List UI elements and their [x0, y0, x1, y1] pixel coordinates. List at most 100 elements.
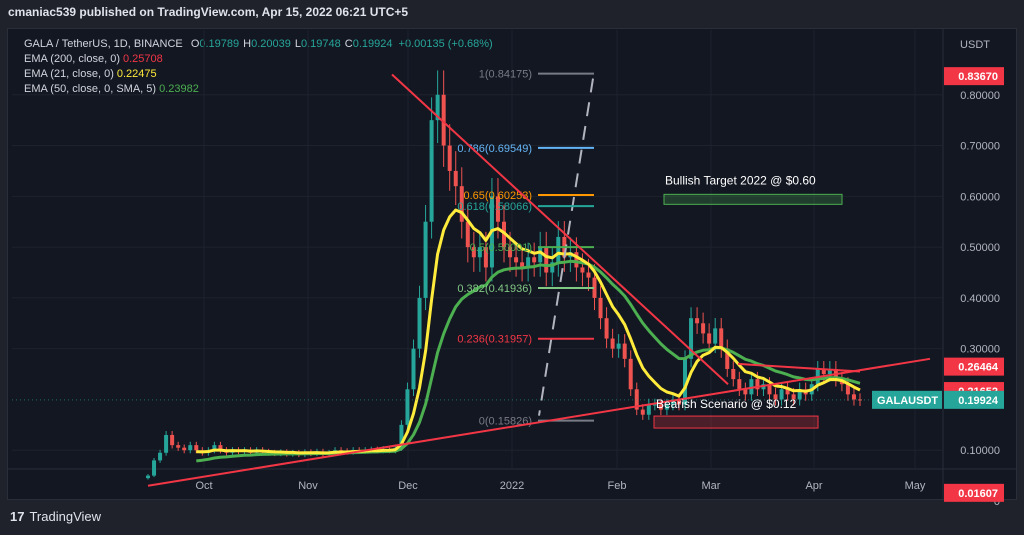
bearish-scenario-label: Bearish Scenario @ $0.12 [656, 397, 797, 411]
candle-body [544, 247, 549, 273]
indicator-ema21[interactable]: EMA (21, close, 0) 0.22475 [24, 67, 157, 82]
candle-body [749, 379, 754, 395]
candle-body [743, 389, 748, 395]
candle-body [670, 399, 675, 405]
y-tick-label: 0 [994, 496, 1000, 508]
price-marker [944, 483, 1004, 502]
candle-body [170, 434, 175, 446]
candle-body [520, 262, 525, 268]
candle-body [580, 267, 585, 273]
x-tick-label: Oct [195, 480, 212, 492]
ohlc-c: C0.19924 [344, 38, 393, 50]
fib-level-label: 0.618(0.58066) [457, 201, 532, 213]
candle-body [755, 379, 760, 390]
candle-body [405, 389, 410, 425]
price-marker [944, 390, 1004, 409]
candle-body [658, 404, 663, 410]
symbol-title: GALA / TetherUS, 1D, BINANCE [24, 38, 183, 50]
x-tick-label: Mar [702, 480, 721, 492]
y-tick-label: 0.70000 [960, 141, 1000, 153]
indicator-label: EMA (200, close, 0) [24, 53, 120, 65]
indicator-ema50[interactable]: EMA (50, close, 0, SMA, 5) 0.23982 [24, 82, 199, 97]
candle-body [146, 475, 150, 479]
candle-body [164, 434, 169, 453]
candle-body [713, 328, 718, 344]
y-tick-label: 0.30000 [960, 344, 1000, 356]
candle-body [471, 247, 476, 258]
x-tick-label: May [905, 480, 926, 492]
candle-body [514, 257, 519, 263]
candle-body [538, 247, 543, 263]
resistance-trendline [391, 73, 729, 385]
ohlc-o: O0.19789 [190, 38, 240, 50]
bullish-target-box [663, 193, 843, 205]
candle-body [652, 404, 657, 406]
indicator-label: EMA (50, close, 0, SMA, 5) [24, 83, 157, 95]
tradingview-logo-icon: 17 [10, 509, 25, 524]
candle-body [827, 368, 832, 375]
support-trendline [147, 357, 931, 487]
symbol-legend: GALA / TetherUS, 1D, BINANCE O0.19789 H0.… [24, 37, 493, 52]
candle-body [845, 384, 850, 395]
candle-body [683, 358, 688, 405]
indicator-ema200[interactable]: EMA (200, close, 0) 0.25708 [24, 52, 163, 67]
ohlc-l: L0.19748 [294, 38, 341, 50]
symbol-tag-label: GALAUSDT [877, 395, 938, 407]
symbol-tag [872, 390, 942, 409]
candle-body [785, 389, 790, 395]
candle-body [495, 196, 500, 222]
candle-body [821, 368, 826, 375]
bearish-scenario-box [653, 415, 819, 429]
candle-body [556, 236, 561, 263]
candle-body [188, 445, 193, 451]
y-tick-label: 0.50000 [960, 242, 1000, 254]
candle-body [731, 368, 736, 380]
ohlc-values: O0.19789 H0.20039 L0.19748 C0.19924 [186, 38, 393, 50]
x-tick-label: Feb [608, 480, 627, 492]
candle-body [767, 384, 772, 395]
candle-body [797, 389, 802, 400]
candle-body [477, 247, 482, 258]
candle-body [773, 394, 778, 400]
candle-body [435, 94, 440, 121]
y-tick-label: 0.40000 [960, 293, 1000, 305]
candle-body [152, 460, 157, 476]
candle-body [423, 221, 428, 298]
candle-body [526, 257, 531, 268]
candle-body [212, 445, 217, 451]
candle-body [664, 404, 669, 410]
footer: 17 TradingView [10, 509, 101, 524]
candle-body [411, 348, 416, 390]
candle-body [646, 404, 651, 415]
fib-level-label: 0.382(0.41936) [457, 283, 532, 295]
candle-body [483, 247, 488, 268]
candle-body [574, 252, 579, 268]
candle-body [695, 318, 700, 324]
candle-body [737, 379, 742, 390]
indicator-value: 0.22475 [116, 68, 157, 80]
candle-body [622, 343, 627, 359]
candle-body [689, 318, 694, 359]
candle-body [158, 452, 163, 461]
candle-body [851, 394, 856, 400]
candle-body [707, 333, 712, 344]
price-marker-label: 0.01607 [958, 488, 998, 500]
candle-body [429, 120, 434, 222]
candle-body [176, 445, 181, 448]
indicator-value: 0.25708 [123, 53, 163, 65]
x-tick-label: Dec [398, 480, 418, 492]
x-tick-label: 2022 [500, 480, 524, 492]
candle-body [598, 297, 603, 319]
candle-body [676, 399, 681, 405]
candle-body [447, 145, 452, 171]
candle-body [550, 262, 555, 273]
candle-body [610, 338, 615, 349]
y-tick-label: 0.80000 [960, 90, 1000, 102]
fib-level-label: 0.5(0.50001) [470, 242, 532, 254]
indicator-value: 0.23982 [159, 83, 199, 95]
candle-body [459, 186, 464, 222]
price-marker-label: 0.26464 [958, 362, 999, 374]
indicator-label: EMA (21, close, 0) [24, 68, 114, 80]
candle-body [779, 389, 784, 400]
